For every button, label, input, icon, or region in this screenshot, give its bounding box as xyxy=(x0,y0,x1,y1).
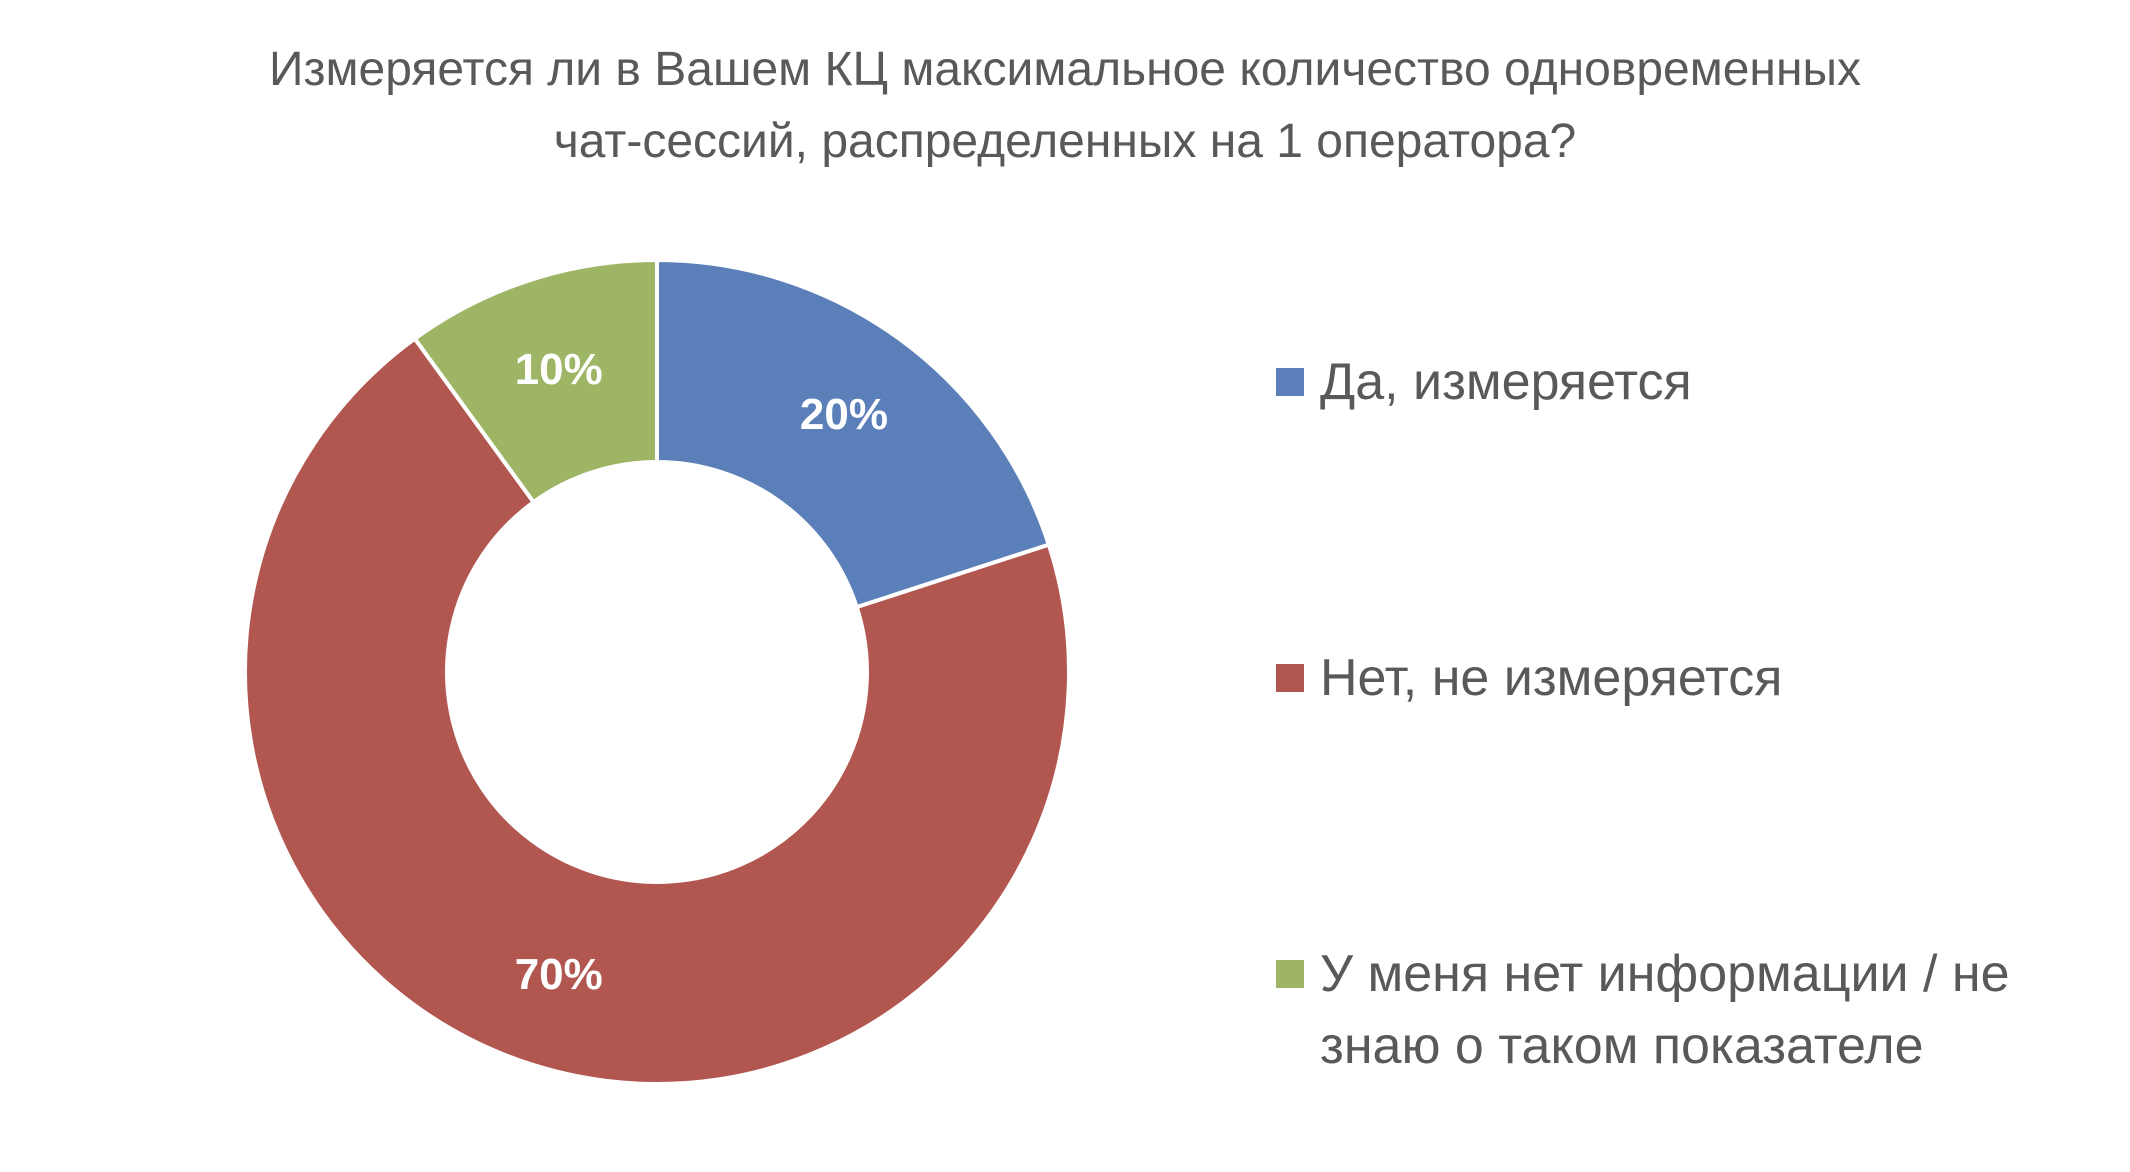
slice-label-unknown: 10% xyxy=(515,345,603,394)
legend-item-unknown: У меня нет информации / не знаю о таком … xyxy=(1268,938,2108,1082)
slice-label-yes: 20% xyxy=(800,390,888,439)
chart-title: Измеряется ли в Вашем КЦ максимальное ко… xyxy=(0,34,2130,178)
chart-title-line-1: Измеряется ли в Вашем КЦ максимальное ко… xyxy=(269,43,1861,96)
slice-no xyxy=(243,336,1071,1086)
slice-label-no: 70% xyxy=(515,950,603,999)
slice-unknown xyxy=(412,258,659,505)
legend-label-unknown: У меня нет информации / не знаю о таком … xyxy=(1320,945,2010,1075)
legend-label-yes: Да, измеряется xyxy=(1320,353,1692,411)
slice-yes xyxy=(655,258,1051,610)
legend-label-no: Нет, не измеряется xyxy=(1320,649,1783,707)
legend-item-no: Нет, не измеряется xyxy=(1268,642,2108,714)
legend-swatch-unknown xyxy=(1276,960,1304,988)
legend-swatch-yes xyxy=(1276,368,1304,396)
legend-item-yes: Да, измеряется xyxy=(1268,346,2108,418)
chart-title-line-2: чат-сессий, распределенных на 1 оператор… xyxy=(553,115,1577,168)
legend-swatch-no xyxy=(1276,664,1304,692)
donut-chart: 20% 70% 10% xyxy=(243,258,1071,1086)
